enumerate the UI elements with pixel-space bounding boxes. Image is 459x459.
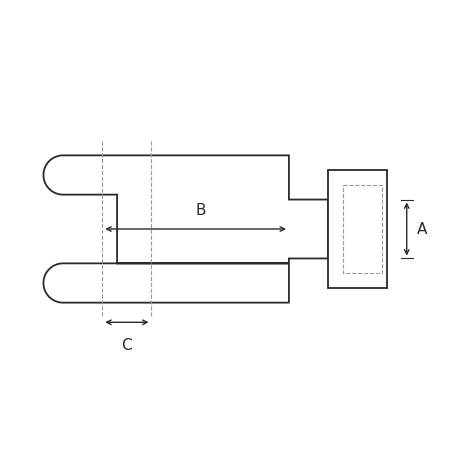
Text: C: C [121,337,132,352]
Polygon shape [43,156,327,303]
Text: A: A [416,222,426,237]
Text: B: B [195,203,205,218]
Bar [342,185,381,274]
Bar [327,171,386,288]
